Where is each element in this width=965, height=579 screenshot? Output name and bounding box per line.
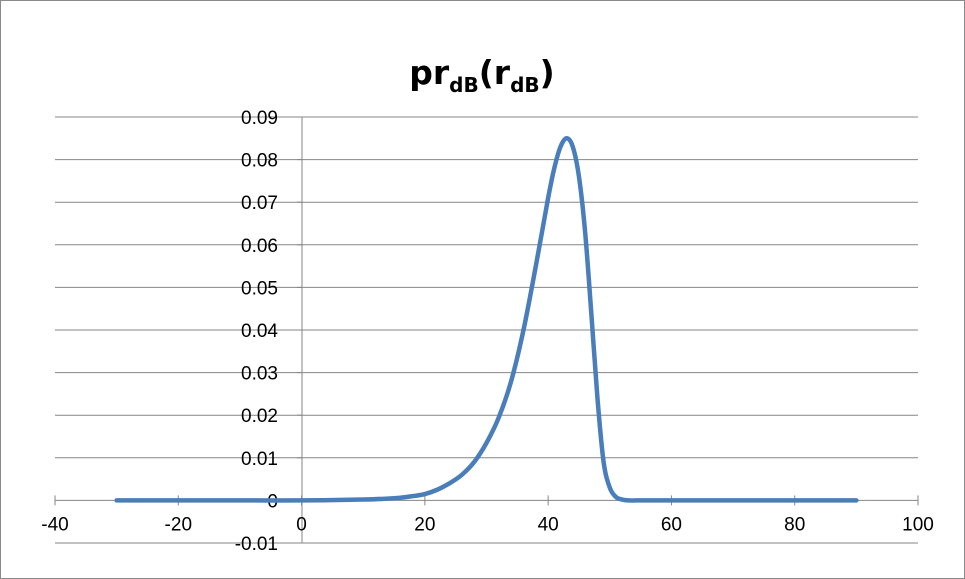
y-tick-label: 0.02 bbox=[241, 406, 278, 427]
y-tick-label: 0.06 bbox=[241, 236, 278, 257]
y-tick-label: 0.01 bbox=[241, 449, 278, 470]
series-layer bbox=[114, 136, 859, 503]
series-line bbox=[114, 136, 859, 503]
y-tick-label: 0.03 bbox=[241, 364, 278, 385]
y-tick-labels: -0.0100.010.020.030.040.050.060.070.080.… bbox=[235, 108, 279, 555]
y-tick-label: 0.08 bbox=[241, 151, 278, 172]
title-text: pr bbox=[409, 53, 450, 92]
x-tick-label: 80 bbox=[784, 514, 805, 535]
x-tick-label: 0 bbox=[296, 514, 307, 535]
y-tick-label: 0.04 bbox=[241, 321, 278, 342]
y-tick-label: 0.09 bbox=[241, 108, 278, 129]
x-tick-label: 100 bbox=[902, 514, 934, 535]
gridlines bbox=[55, 116, 918, 544]
x-tick-label: 40 bbox=[538, 514, 559, 535]
title-text: (r bbox=[479, 53, 511, 92]
title-subscript: dB bbox=[449, 73, 479, 97]
x-tick-label: -40 bbox=[41, 514, 68, 535]
x-tick-label: 60 bbox=[661, 514, 682, 535]
x-tick-label: -20 bbox=[165, 514, 192, 535]
title-subscript: dB bbox=[510, 73, 540, 97]
y-tick-label: 0.05 bbox=[241, 278, 278, 299]
x-tick-labels: -40 -20 0 20 40 60 80 100 bbox=[41, 514, 934, 535]
y-tick-label: -0.01 bbox=[235, 534, 278, 555]
y-tick-label: 0.07 bbox=[241, 193, 278, 214]
chart-title: prdB(rdB) bbox=[409, 53, 554, 97]
x-tick-label: 20 bbox=[414, 514, 435, 535]
title-text: ) bbox=[540, 53, 555, 92]
